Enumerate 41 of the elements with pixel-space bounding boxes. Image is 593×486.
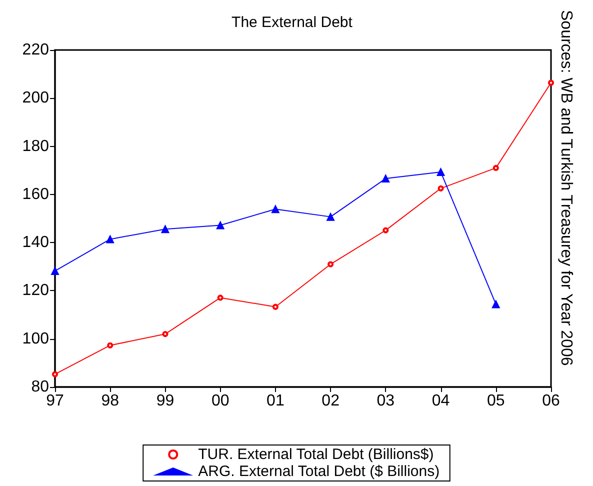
point xyxy=(272,304,278,310)
source-note: Sources: WB and Turkish Treasurey for Year 2006 xyxy=(558,10,574,366)
y-tick-label: 80 xyxy=(31,378,50,396)
y-tick-label: 160 xyxy=(22,186,50,203)
x-tick-label: 06 xyxy=(542,392,560,410)
legend-label: TUR. External Total Debt (Billions$) xyxy=(198,446,434,463)
x-tick-label: 01 xyxy=(266,392,284,410)
point xyxy=(492,300,500,308)
point xyxy=(548,80,554,86)
point xyxy=(217,294,224,301)
y-tick-label: 140 xyxy=(22,234,50,252)
x-tick-label: 04 xyxy=(432,392,450,410)
point xyxy=(161,225,170,234)
x-tick-label: 05 xyxy=(486,392,505,410)
x-tick-label: 97 xyxy=(46,392,64,410)
point xyxy=(438,185,444,192)
point xyxy=(107,342,114,348)
point xyxy=(51,266,59,275)
point xyxy=(162,331,168,338)
y-tick-label: 200 xyxy=(22,90,50,107)
point xyxy=(271,205,280,214)
y-tick-label: 180 xyxy=(22,138,50,155)
x-tick-label: 98 xyxy=(101,392,120,410)
point xyxy=(382,174,390,183)
y-tick-label: 120 xyxy=(22,282,50,300)
point xyxy=(382,227,389,234)
x-tick-label: 00 xyxy=(211,392,230,410)
point xyxy=(436,168,445,176)
x-tick-label: 02 xyxy=(322,392,340,410)
y-tick-label: 220 xyxy=(22,42,50,58)
legend-label: ARG. External Total Debt ($ Billions) xyxy=(198,463,440,480)
point xyxy=(216,221,224,230)
chart-title: The External Debt xyxy=(232,14,354,31)
x-tick-label: 03 xyxy=(376,392,395,410)
point xyxy=(328,261,334,268)
y-tick-label: 100 xyxy=(22,330,50,348)
x-tick-label: 99 xyxy=(156,392,174,410)
point xyxy=(106,235,114,244)
point xyxy=(326,212,335,221)
point xyxy=(492,164,499,171)
point xyxy=(52,371,58,378)
